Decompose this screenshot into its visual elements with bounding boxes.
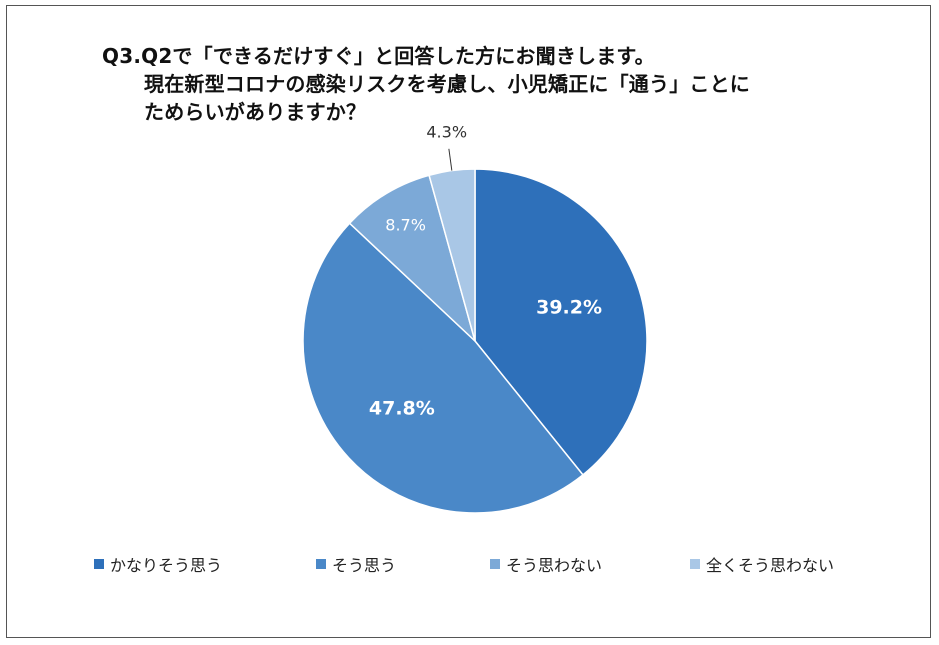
legend-label: 全くそう思わない	[706, 556, 835, 575]
title-line-1: Q3.Q2で「できるだけすぐ」と回答した方にお聞きします。	[102, 44, 655, 68]
title-line-2: 現在新型コロナの感染リスクを考慮し、小児矯正に「通う」ことに	[144, 72, 750, 96]
legend-label: そう思う	[332, 556, 397, 575]
legend-item: そう思う	[316, 552, 396, 576]
legend-swatch	[316, 559, 326, 569]
legend-item: かなりそう思う	[94, 552, 222, 576]
legend-label: かなりそう思う	[110, 556, 223, 575]
legend-swatch	[690, 559, 700, 569]
legend-swatch	[94, 559, 104, 569]
leader-line	[448, 148, 453, 171]
data-label: 47.8%	[369, 397, 435, 419]
legend-item: 全くそう思わない	[690, 552, 834, 576]
legend: かなりそう思う そう思う そう思わない 全くそう思わない	[0, 552, 939, 576]
legend-swatch	[490, 559, 500, 569]
data-label: 39.2%	[536, 296, 602, 318]
pie-slice	[428, 168, 476, 342]
data-label: 4.3%	[426, 122, 467, 141]
pie-slice	[302, 222, 585, 514]
legend-label: そう思わない	[506, 556, 603, 575]
pie-slices	[302, 168, 648, 514]
chart-title: Q3.Q2で「できるだけすぐ」と回答した方にお聞きします。 現在新型コロナの感染…	[102, 42, 862, 126]
pie-data-labels: 39.2% 47.8% 8.7% 4.3%	[369, 122, 602, 419]
pie-slice	[474, 168, 648, 476]
legend-item: そう思わない	[490, 552, 602, 576]
title-line-3: ためらいがありますか？	[144, 100, 367, 124]
data-label: 8.7%	[385, 216, 426, 235]
pie-slice	[348, 174, 477, 344]
